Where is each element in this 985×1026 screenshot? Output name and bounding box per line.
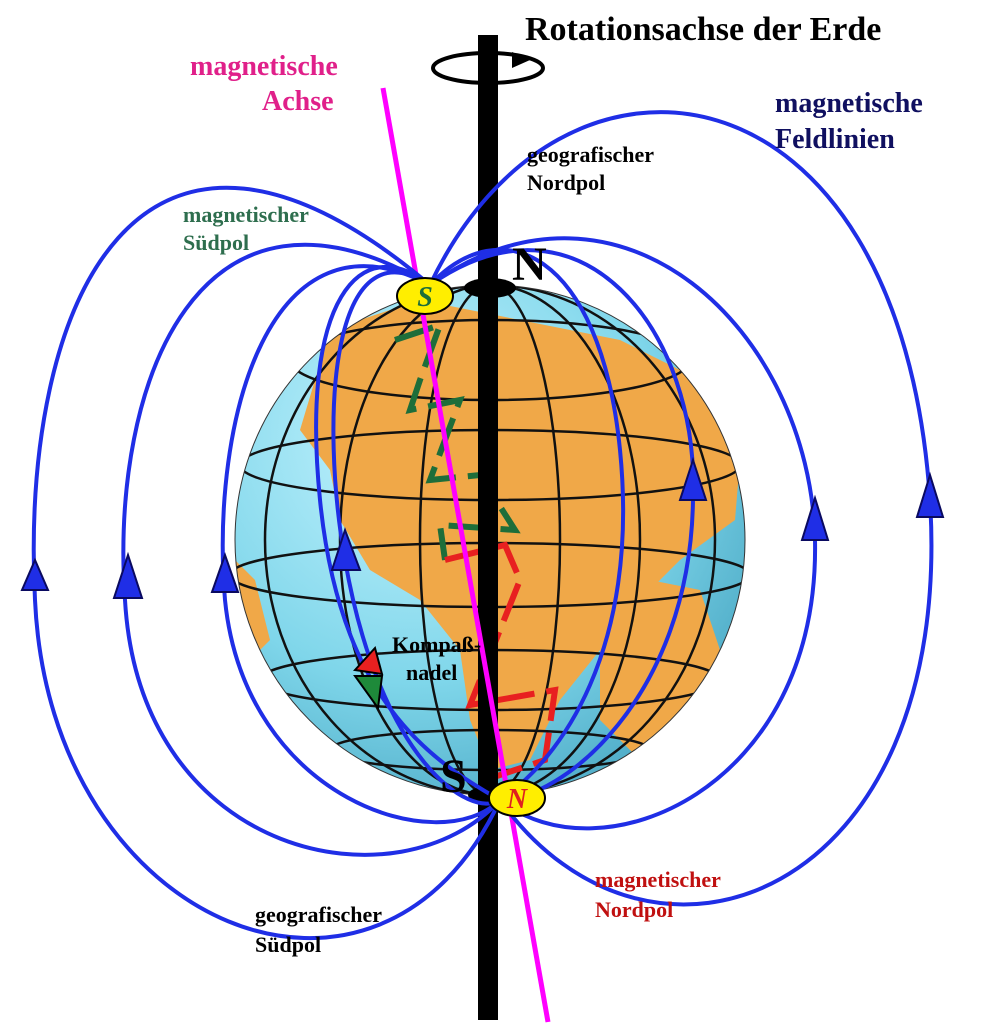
field-lines-label: Feldlinien bbox=[775, 124, 895, 155]
title: Rotationsachse der Erde bbox=[525, 11, 881, 48]
magnetic-north-label: Nordpol bbox=[595, 897, 673, 922]
geographic-north-label: Nordpol bbox=[527, 170, 605, 195]
magnetic-north-letter: N bbox=[506, 784, 529, 815]
magnetic-south-label: magnetischer bbox=[183, 202, 309, 227]
north-letter: N bbox=[512, 238, 547, 291]
north-cap bbox=[464, 278, 516, 298]
compass-label: nadel bbox=[406, 660, 457, 685]
field-lines-label: magnetische bbox=[775, 88, 923, 119]
geographic-north-label: geografischer bbox=[527, 142, 654, 167]
magnetic-north-label: magnetischer bbox=[595, 867, 721, 892]
magnetic-south-letter: S bbox=[417, 282, 433, 313]
magnetic-axis-label: magnetische bbox=[190, 51, 338, 82]
magnetic-south-label: Südpol bbox=[183, 230, 249, 255]
rotation-axis bbox=[478, 35, 498, 1020]
diagram: Rotationsachse der Erde magnetische Achs… bbox=[0, 0, 985, 1026]
compass-label: Kompaß- bbox=[392, 632, 481, 657]
magnetic-axis-label: Achse bbox=[262, 86, 334, 117]
south-letter: S bbox=[440, 750, 467, 803]
geographic-south-label: Südpol bbox=[255, 932, 321, 957]
geographic-south-label: geografischer bbox=[255, 902, 382, 927]
